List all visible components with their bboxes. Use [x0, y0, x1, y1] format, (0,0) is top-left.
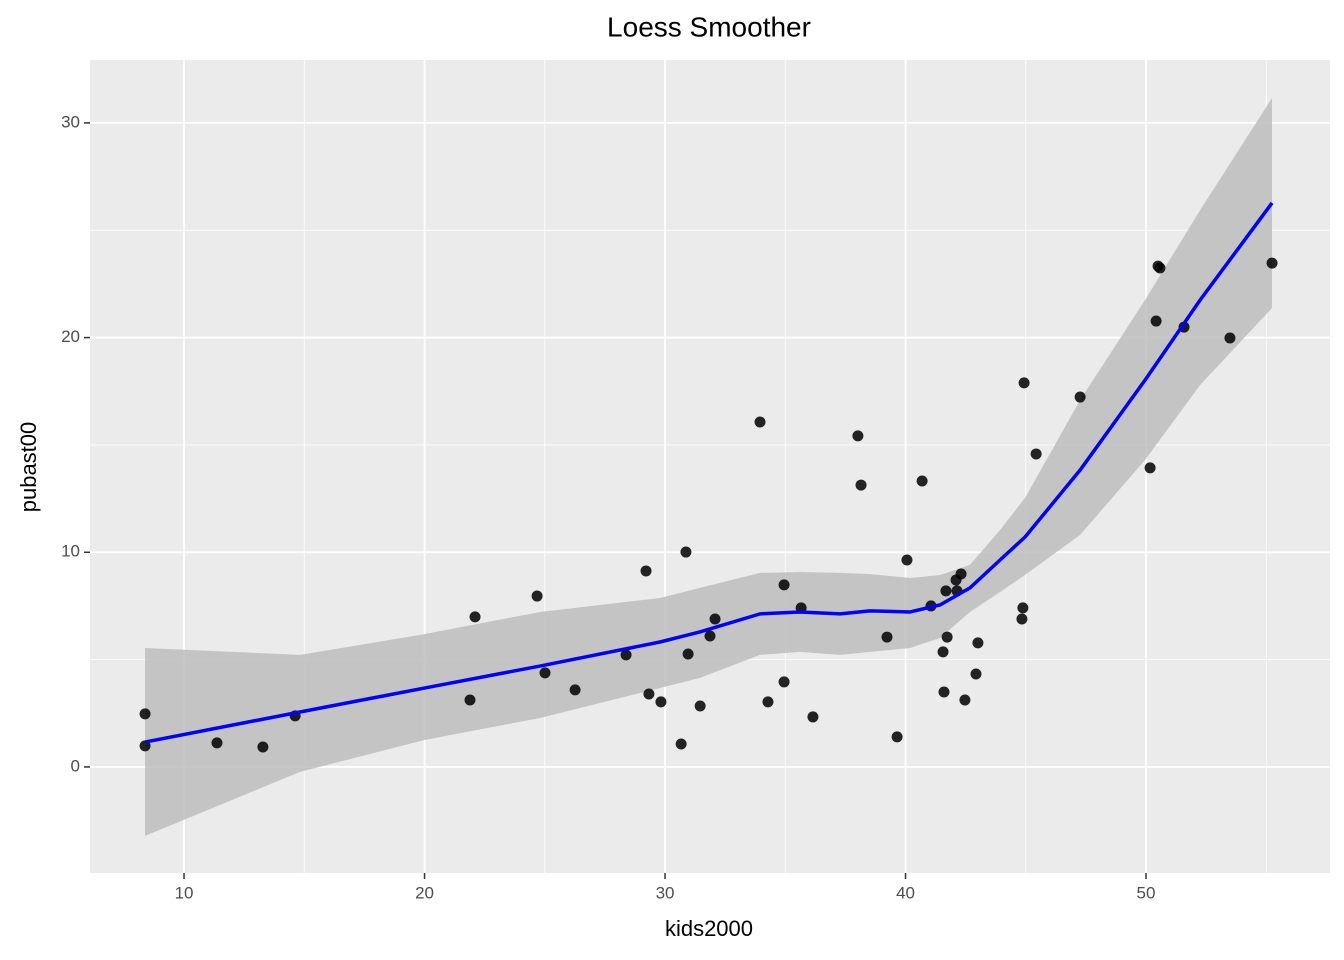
point	[778, 676, 790, 688]
x-tick-label: 50	[1137, 883, 1156, 902]
point	[1074, 391, 1086, 403]
point	[778, 579, 790, 591]
point	[1016, 613, 1028, 625]
x-axis-title: kids2000	[665, 916, 753, 941]
point	[901, 554, 913, 566]
point	[139, 708, 151, 720]
point	[881, 631, 893, 643]
point	[1017, 602, 1029, 614]
point	[539, 667, 551, 679]
point	[916, 475, 928, 487]
point	[569, 684, 581, 696]
point	[940, 585, 952, 597]
point	[211, 737, 223, 749]
point	[972, 637, 984, 649]
x-tick-label: 30	[656, 883, 675, 902]
point	[655, 696, 667, 708]
point	[855, 479, 867, 491]
point	[938, 686, 950, 698]
y-tick-label: 20	[61, 327, 80, 346]
y-tick-label: 30	[61, 112, 80, 131]
point	[704, 630, 716, 642]
x-tick-label: 10	[175, 883, 194, 902]
point	[807, 711, 819, 723]
x-tick-label: 20	[415, 883, 434, 902]
point	[640, 565, 652, 577]
point	[959, 694, 971, 706]
point	[1266, 257, 1278, 269]
point	[469, 611, 481, 623]
point	[762, 696, 774, 708]
y-tick-label: 10	[61, 542, 80, 561]
point	[1224, 332, 1236, 344]
confidence-band	[145, 97, 1273, 836]
point	[1154, 262, 1166, 274]
point	[970, 668, 982, 680]
point	[1144, 462, 1156, 474]
loess-line	[144, 201, 1274, 744]
point	[891, 731, 903, 743]
point	[531, 590, 543, 602]
point	[643, 688, 655, 700]
point	[852, 430, 864, 442]
point	[955, 568, 967, 580]
point	[620, 649, 632, 661]
point	[694, 700, 706, 712]
point	[1030, 448, 1042, 460]
point	[709, 613, 721, 625]
point	[682, 648, 694, 660]
y-tick-label: 0	[71, 756, 80, 775]
chart-title: Loess Smoother	[607, 11, 811, 42]
point	[937, 646, 949, 658]
point	[754, 416, 766, 428]
x-tick-label: 40	[896, 883, 915, 902]
point	[1150, 315, 1162, 327]
point	[675, 738, 687, 750]
point	[941, 631, 953, 643]
point	[257, 741, 269, 753]
point	[1018, 377, 1030, 389]
y-axis-title: pubast00	[16, 422, 41, 513]
point	[680, 546, 692, 558]
point	[464, 694, 476, 706]
